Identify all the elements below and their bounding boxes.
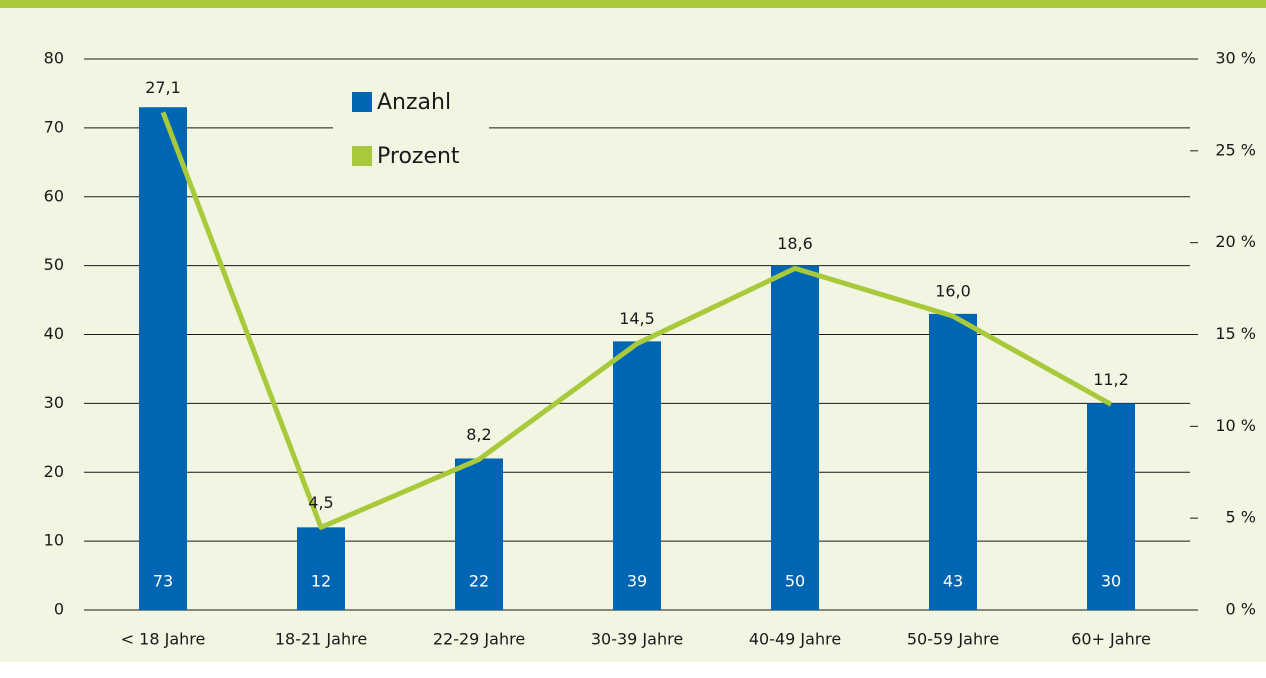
x-tick-label: 18-21 Jahre bbox=[275, 630, 367, 649]
y-tick-label: 30 bbox=[44, 393, 64, 412]
x-tick-label: 60+ Jahre bbox=[1071, 630, 1151, 649]
x-tick-label: < 18 Jahre bbox=[121, 630, 206, 649]
y-tick-label: 40 bbox=[44, 324, 64, 343]
bar bbox=[613, 341, 661, 610]
bar-value-label: 43 bbox=[943, 572, 963, 591]
line-value-label: 27,1 bbox=[145, 78, 181, 97]
line-value-label: 11,2 bbox=[1093, 370, 1129, 389]
legend-label: Prozent bbox=[377, 144, 460, 169]
bar-value-label: 22 bbox=[469, 572, 489, 591]
bar-value-label: 39 bbox=[627, 572, 647, 591]
bar-value-label: 30 bbox=[1101, 572, 1121, 591]
y2-tick-label: 20 % bbox=[1215, 232, 1256, 251]
x-tick-label: 50-59 Jahre bbox=[907, 630, 999, 649]
bar-value-label: 50 bbox=[785, 572, 805, 591]
line-value-label: 4,5 bbox=[308, 493, 333, 512]
x-tick-label: 40-49 Jahre bbox=[749, 630, 841, 649]
x-tick-label: 30-39 Jahre bbox=[591, 630, 683, 649]
bar bbox=[297, 527, 345, 610]
bar bbox=[1087, 403, 1135, 610]
line-value-label: 14,5 bbox=[619, 309, 655, 328]
x-tick-label: 22-29 Jahre bbox=[433, 630, 525, 649]
y-tick-label: 0 bbox=[54, 600, 64, 619]
legend-label: Anzahl bbox=[377, 90, 451, 115]
line-value-label: 18,6 bbox=[777, 234, 813, 253]
line bbox=[160, 111, 1113, 530]
y-tick-label: 80 bbox=[44, 49, 64, 68]
bar bbox=[771, 265, 819, 610]
bar bbox=[929, 313, 977, 610]
bar-value-label: 73 bbox=[153, 572, 173, 591]
y2-tick-label: 30 % bbox=[1215, 49, 1256, 68]
top-band bbox=[0, 0, 1266, 8]
y2-tick-label: 25 % bbox=[1215, 140, 1256, 159]
y-tick-label: 20 bbox=[44, 462, 64, 481]
y2-tick-label: 10 % bbox=[1215, 416, 1256, 435]
legend-swatch bbox=[352, 146, 372, 166]
y-tick-label: 10 bbox=[44, 531, 64, 550]
y-tick-label: 60 bbox=[44, 186, 64, 205]
y-tick-label: 50 bbox=[44, 255, 64, 274]
line-value-label: 8,2 bbox=[466, 425, 491, 444]
bar bbox=[139, 107, 187, 611]
y2-tick-label: 5 % bbox=[1226, 508, 1256, 527]
legend-swatch bbox=[352, 92, 372, 112]
y2-tick-label: 15 % bbox=[1215, 324, 1256, 343]
bar bbox=[455, 458, 503, 610]
bar-value-label: 12 bbox=[311, 572, 331, 591]
y2-tick-label: 0 % bbox=[1226, 600, 1256, 619]
line-value-label: 16,0 bbox=[935, 282, 971, 301]
y-tick-label: 70 bbox=[44, 117, 64, 136]
